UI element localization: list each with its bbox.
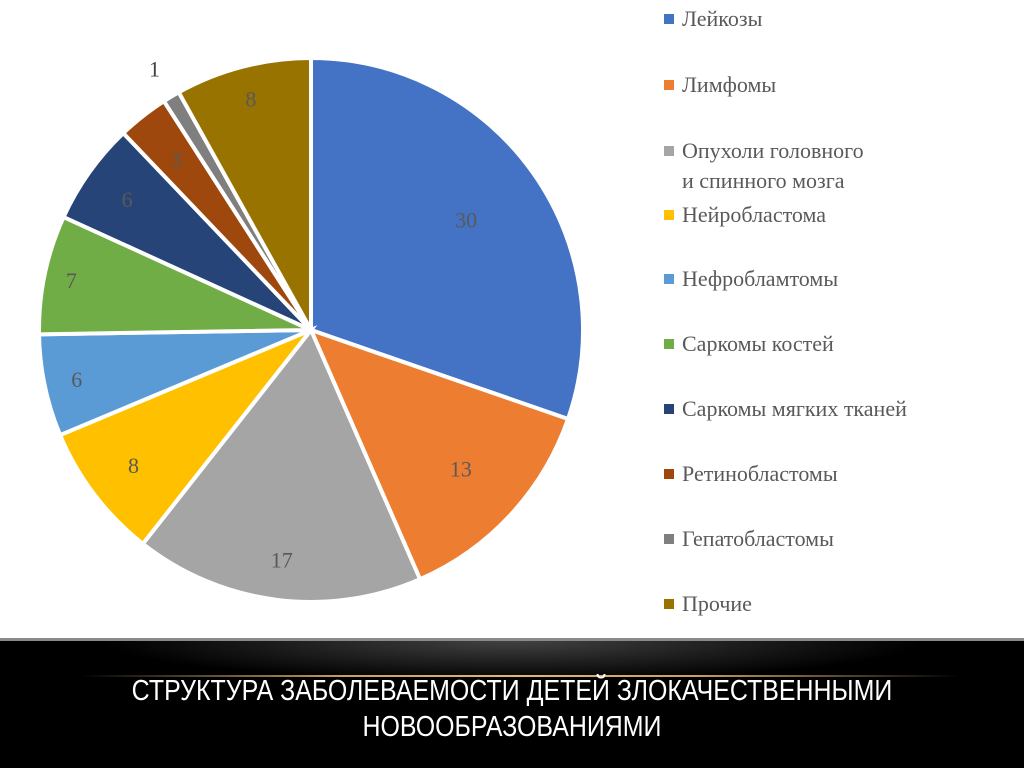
pie-slice: [307, 326, 571, 582]
legend-swatch-icon: [664, 14, 674, 24]
data-label: 6: [71, 367, 82, 392]
legend-swatch-icon: [664, 274, 674, 284]
legend-item: Нефробламтомы: [664, 264, 838, 294]
data-label: 8: [245, 86, 256, 111]
pie-slice: [176, 55, 313, 338]
legend-item: Лимфомы: [664, 70, 776, 100]
legend-item: Прочие: [664, 589, 752, 619]
legend-item: Опухоли головного и спинного мозга: [664, 136, 864, 196]
pie-chart: 30 13 17 8 6 7 6 3 1 8: [37, 55, 585, 604]
legend-label: Нефробламтомы: [682, 266, 839, 291]
data-label: 13: [450, 456, 472, 481]
data-label: 3: [171, 147, 182, 172]
data-label: 30: [455, 208, 477, 233]
data-label: 17: [271, 547, 293, 572]
legend-label: Лимфомы: [682, 72, 777, 97]
legend-item: Саркомы костей: [664, 329, 834, 359]
title-accent-line: [80, 675, 960, 677]
legend-label: Саркомы мягких тканей: [682, 396, 907, 421]
legend-swatch-icon: [664, 534, 674, 544]
legend-label: Саркомы костей: [682, 331, 834, 356]
legend-label: Нейробластома: [682, 202, 827, 227]
legend-swatch-icon: [664, 599, 674, 609]
legend-item: Нейробластома: [664, 200, 826, 230]
legend-item: Саркомы мягких тканей: [664, 394, 907, 424]
legend-swatch-icon: [664, 80, 674, 90]
slide-title-line-2: НОВООБРАЗОВАНИЯМИ: [362, 711, 662, 743]
title-band: СТРУКТУРА ЗАБОЛЕВАЕМОСТИ ДЕТЕЙ ЗЛОКАЧЕСТ…: [0, 638, 1024, 768]
legend-swatch-icon: [664, 404, 674, 414]
legend-label: Прочие: [682, 591, 752, 616]
pie-slice: [140, 326, 423, 604]
legend-swatch-icon: [664, 469, 674, 479]
legend-item: Гепатобластомы: [664, 524, 834, 554]
data-label: 1: [149, 57, 160, 82]
legend-label: Гепатобластомы: [682, 526, 834, 551]
chart-area: 30 13 17 8 6 7 6 3 1 8 Лейкозы Лимфомы Опухоли голо…: [37, 4, 907, 619]
slide-title-line-1: СТРУКТУРА ЗАБОЛЕВАЕМОСТИ ДЕТЕЙ ЗЛОКАЧЕСТ…: [131, 675, 893, 707]
title-glow: [0, 641, 1024, 681]
data-label: 8: [128, 453, 139, 478]
data-label: 7: [66, 268, 77, 293]
legend-item: Ретинобластомы: [664, 459, 838, 489]
slide-title: СТРУКТУРА ЗАБОЛЕВАЕМОСТИ ДЕТЕЙ ЗЛОКАЧЕСТ…: [72, 673, 953, 745]
pie-slice: [309, 55, 585, 422]
legend-label: Опухоли головного и спинного мозга: [682, 138, 864, 193]
data-label: 6: [122, 187, 133, 212]
pie-slice: [37, 214, 312, 337]
legend-swatch-icon: [664, 210, 674, 220]
legend-label: Лейкозы: [682, 6, 763, 31]
legend-item: Лейкозы: [664, 4, 762, 34]
legend-swatch-icon: [664, 339, 674, 349]
legend-label: Ретинобластомы: [682, 461, 838, 486]
legend-swatch-icon: [664, 146, 674, 156]
pie-slice: [57, 325, 318, 547]
